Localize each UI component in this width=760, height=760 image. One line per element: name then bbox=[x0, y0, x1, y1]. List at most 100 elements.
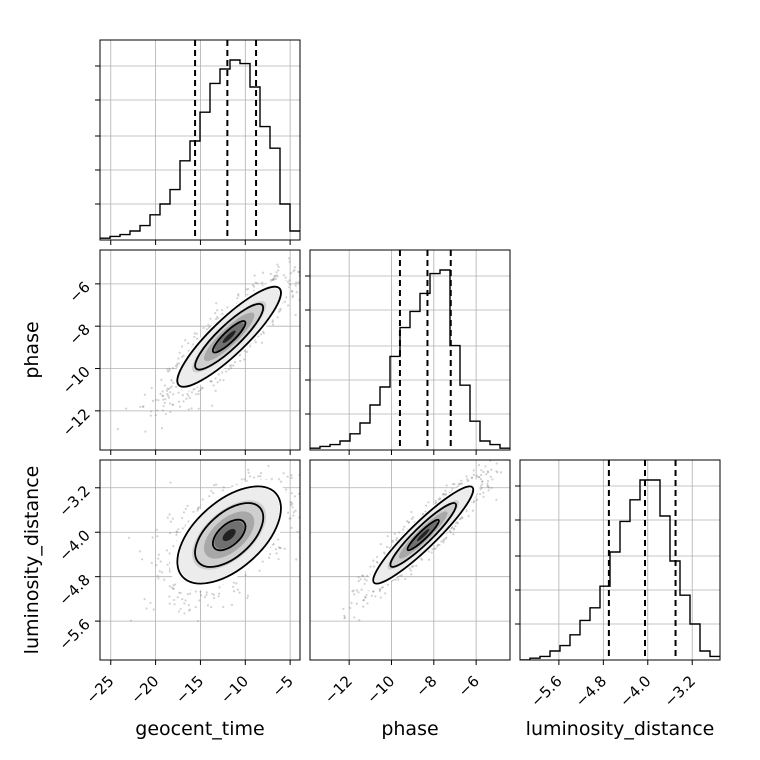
scatter-point bbox=[267, 464, 270, 467]
scatter-point bbox=[166, 393, 169, 396]
scatter-point bbox=[168, 513, 171, 516]
scatter-point bbox=[213, 484, 216, 487]
scatter-point bbox=[366, 574, 369, 577]
scatter-point bbox=[168, 602, 171, 605]
y-axis-label-phase: phase bbox=[21, 321, 43, 378]
scatter-point bbox=[246, 350, 249, 353]
scatter-point bbox=[226, 306, 229, 309]
scatter-point bbox=[199, 388, 202, 391]
scatter-point bbox=[211, 404, 214, 407]
scatter-point bbox=[272, 277, 275, 280]
scatter-point bbox=[256, 282, 259, 285]
scatter-point bbox=[293, 268, 296, 271]
scatter-point bbox=[166, 370, 170, 373]
scatter-point bbox=[410, 573, 413, 576]
scatter-point bbox=[183, 612, 186, 615]
scatter-point bbox=[231, 485, 234, 488]
scatter-point bbox=[404, 577, 407, 581]
scatter-point bbox=[294, 509, 297, 512]
scatter-point bbox=[276, 316, 279, 319]
scatter-point bbox=[311, 501, 313, 503]
scatter-point bbox=[245, 288, 248, 291]
scatter-point bbox=[360, 588, 363, 591]
scatter-point bbox=[412, 565, 415, 568]
x-axis-label-phase: phase bbox=[381, 718, 438, 740]
scatter-point bbox=[247, 471, 250, 474]
scatter-point bbox=[144, 430, 147, 433]
scatter-point bbox=[187, 342, 190, 345]
scatter-point bbox=[201, 386, 204, 389]
scatter-point bbox=[166, 516, 169, 519]
scatter-point bbox=[188, 592, 192, 595]
scatter-point bbox=[427, 501, 430, 504]
y-axis-label-luminosity_distance: luminosity_distance bbox=[21, 466, 43, 655]
x-tick-label: −5.6 bbox=[527, 672, 565, 710]
scatter-point bbox=[176, 362, 179, 365]
scatter-point bbox=[357, 580, 360, 583]
scatter-point bbox=[545, 433, 547, 435]
scatter-point bbox=[287, 457, 289, 459]
x-axis-label-luminosity_distance: luminosity_distance bbox=[526, 718, 715, 740]
contour-0 bbox=[211, 518, 247, 552]
scatter-point bbox=[212, 492, 215, 495]
scatter-point bbox=[292, 511, 295, 514]
scatter-point bbox=[173, 603, 176, 606]
scatter-point bbox=[486, 471, 490, 474]
scatter-point bbox=[366, 602, 369, 605]
scatter-point bbox=[277, 546, 280, 549]
scatter-point bbox=[434, 547, 437, 550]
x-tick-label: −6 bbox=[455, 672, 483, 700]
scatter-point bbox=[364, 596, 367, 599]
scatter-point bbox=[411, 565, 414, 568]
scatter-point bbox=[246, 468, 250, 471]
scatter-point bbox=[444, 492, 448, 495]
scatter-point bbox=[365, 593, 368, 597]
scatter-point bbox=[495, 498, 498, 501]
scatter-point bbox=[272, 278, 275, 281]
scatter-point bbox=[209, 380, 212, 383]
scatter-point bbox=[486, 479, 490, 483]
scatter-point bbox=[177, 610, 180, 613]
scatter-point bbox=[220, 371, 224, 374]
scatter-point bbox=[201, 387, 204, 390]
scatter-point bbox=[243, 478, 246, 481]
scatter-point bbox=[466, 478, 469, 481]
scatter-point bbox=[343, 617, 346, 620]
scatter-point bbox=[290, 526, 293, 529]
x-tick-label: −10 bbox=[217, 672, 252, 707]
scatter-point bbox=[167, 394, 170, 397]
scatter-point bbox=[479, 478, 483, 481]
y-tick-label: −6 bbox=[65, 278, 93, 306]
scatter-point bbox=[279, 546, 282, 550]
density-level-5 bbox=[222, 330, 236, 344]
x-tick-label: −4.8 bbox=[572, 672, 610, 710]
scatter-point bbox=[470, 476, 473, 480]
scatter-point bbox=[168, 585, 171, 588]
scatter-point bbox=[379, 543, 382, 546]
scatter-point bbox=[196, 507, 200, 510]
scatter-point bbox=[436, 545, 439, 548]
y-tick-label: −4.8 bbox=[55, 571, 93, 609]
scatter-point bbox=[491, 478, 494, 481]
scatter-point bbox=[375, 555, 379, 559]
scatter-point bbox=[286, 475, 289, 478]
scatter-point bbox=[442, 493, 445, 496]
scatter-point bbox=[211, 592, 214, 596]
scatter-point bbox=[212, 593, 216, 596]
scatter-point bbox=[163, 384, 166, 387]
scatter-point bbox=[434, 499, 437, 503]
scatter-point bbox=[444, 489, 447, 492]
scatter-point bbox=[274, 277, 277, 281]
scatter-point bbox=[353, 593, 356, 596]
scatter-point bbox=[484, 465, 487, 468]
scatter-point bbox=[149, 410, 153, 413]
scatter-point bbox=[279, 480, 283, 483]
scatter-point bbox=[215, 309, 219, 312]
scatter-point bbox=[362, 605, 365, 608]
scatter-point bbox=[175, 530, 178, 533]
scatter-point bbox=[181, 527, 184, 530]
scatter-point bbox=[403, 525, 406, 528]
scatter-point bbox=[150, 386, 153, 389]
scatter-point bbox=[442, 493, 446, 496]
scatter-point bbox=[275, 446, 277, 448]
